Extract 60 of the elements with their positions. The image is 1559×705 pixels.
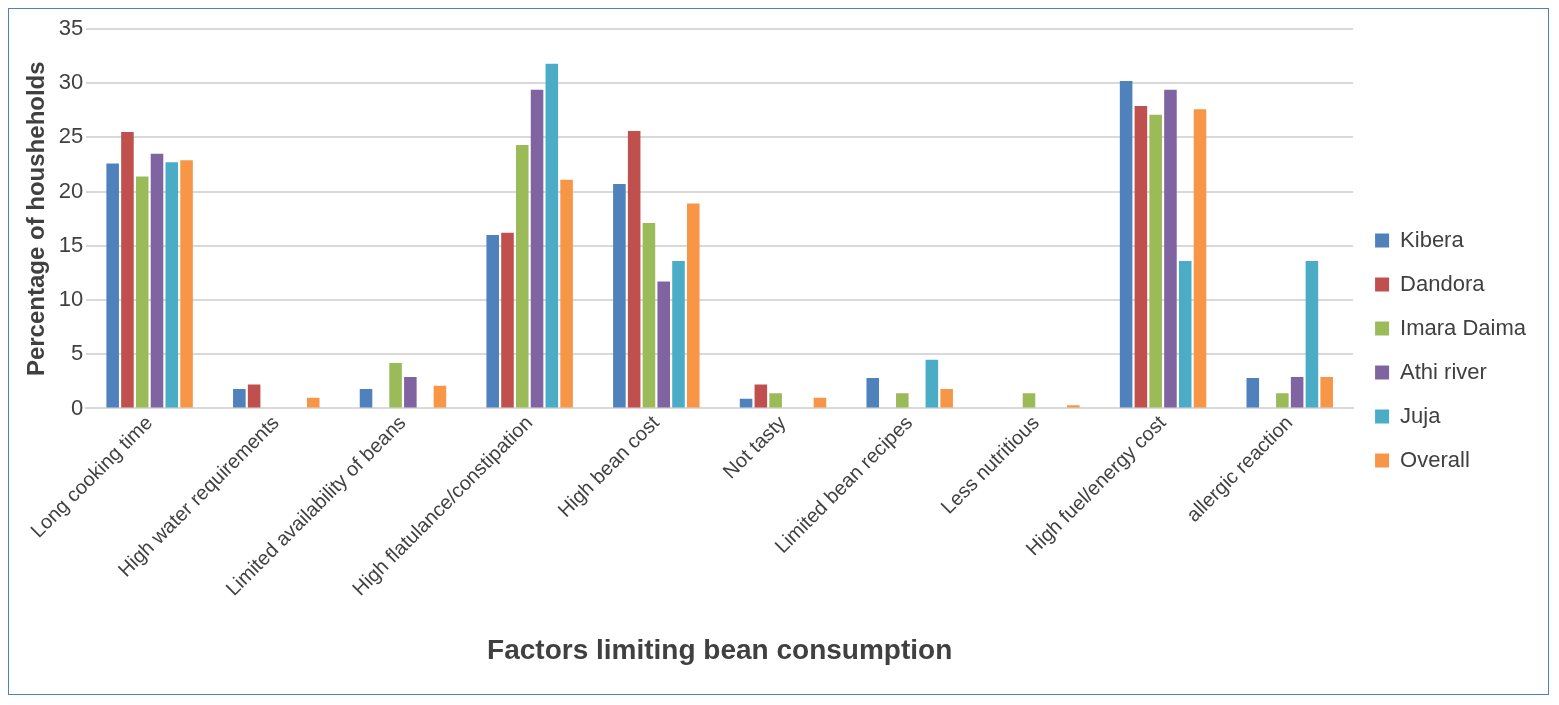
legend-label: Overall	[1400, 446, 1470, 472]
bar	[433, 385, 447, 408]
bar	[1246, 378, 1260, 408]
bar	[687, 203, 700, 408]
legend-label: Dandora	[1400, 270, 1486, 296]
y-tick-label: 10	[58, 286, 84, 312]
bar	[1276, 393, 1289, 408]
bar	[1134, 105, 1148, 408]
bar	[896, 393, 909, 408]
y-tick-label: 5	[71, 340, 84, 366]
bar	[1305, 261, 1319, 408]
bar	[1193, 109, 1207, 408]
bar	[754, 384, 768, 408]
bar	[135, 176, 149, 408]
y-tick-label: 30	[58, 69, 84, 95]
bar	[769, 393, 782, 408]
legend-label: Athi river	[1400, 358, 1487, 384]
bar	[486, 235, 499, 408]
bar	[1067, 405, 1080, 408]
bar	[925, 359, 939, 408]
bar	[404, 377, 417, 408]
legend-label: Kibera	[1400, 226, 1465, 252]
legend-label: Juja	[1400, 402, 1442, 428]
bar	[150, 153, 164, 408]
bar	[359, 388, 373, 408]
bar	[1290, 377, 1304, 408]
bar	[233, 388, 246, 408]
bar	[940, 388, 953, 408]
y-tick-label: 20	[58, 177, 84, 203]
bar	[560, 179, 573, 408]
y-tick-label: 15	[58, 231, 84, 257]
bar	[389, 362, 402, 408]
y-tick-label: 35	[58, 15, 84, 41]
bar	[642, 223, 656, 408]
bar	[1119, 81, 1133, 408]
y-tick-label: 0	[71, 394, 84, 420]
bar	[672, 261, 685, 408]
bar	[180, 160, 193, 408]
bar	[530, 89, 544, 408]
y-tick-label: 25	[58, 123, 84, 149]
bar	[121, 132, 134, 408]
x-axis-title: Factors limiting bean consumption	[487, 633, 953, 665]
bar	[1178, 261, 1192, 408]
bar	[1164, 89, 1177, 408]
bar	[515, 145, 529, 408]
bar	[627, 130, 641, 408]
bar	[1320, 377, 1333, 408]
bar	[613, 184, 626, 408]
bar	[501, 232, 514, 408]
bar	[545, 63, 559, 408]
bar	[1022, 393, 1036, 408]
bar	[247, 384, 261, 408]
y-axis-title: Percentage of housheholds	[22, 61, 50, 377]
bar	[866, 378, 880, 408]
bar	[106, 163, 119, 408]
bar	[657, 281, 671, 408]
bar	[1149, 114, 1162, 408]
bar	[165, 162, 179, 408]
bar	[306, 397, 320, 408]
legend-label: Imara Daima	[1400, 314, 1527, 340]
